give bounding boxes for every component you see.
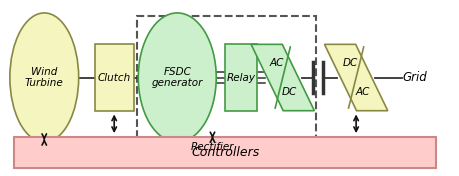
Bar	[137, 16, 315, 140]
Polygon shape	[251, 44, 313, 111]
Text: DC: DC	[341, 58, 357, 68]
Ellipse shape	[138, 13, 216, 142]
Text: Wind
Turbine: Wind Turbine	[25, 67, 63, 88]
Text: Clutch: Clutch	[97, 73, 130, 83]
Text: AC: AC	[269, 58, 283, 68]
Text: DC: DC	[281, 87, 296, 97]
Text: Relay: Relay	[226, 73, 255, 83]
Bar	[225, 44, 256, 111]
Polygon shape	[324, 44, 387, 111]
Bar	[14, 137, 436, 168]
Text: Rectifier: Rectifier	[190, 142, 234, 152]
Text: AC: AC	[354, 87, 369, 97]
Bar	[95, 44, 134, 111]
Text: Grid: Grid	[401, 71, 426, 84]
Ellipse shape	[10, 13, 78, 142]
Text: FSDC
generator: FSDC generator	[151, 67, 202, 88]
Text: Controllers: Controllers	[191, 146, 259, 159]
